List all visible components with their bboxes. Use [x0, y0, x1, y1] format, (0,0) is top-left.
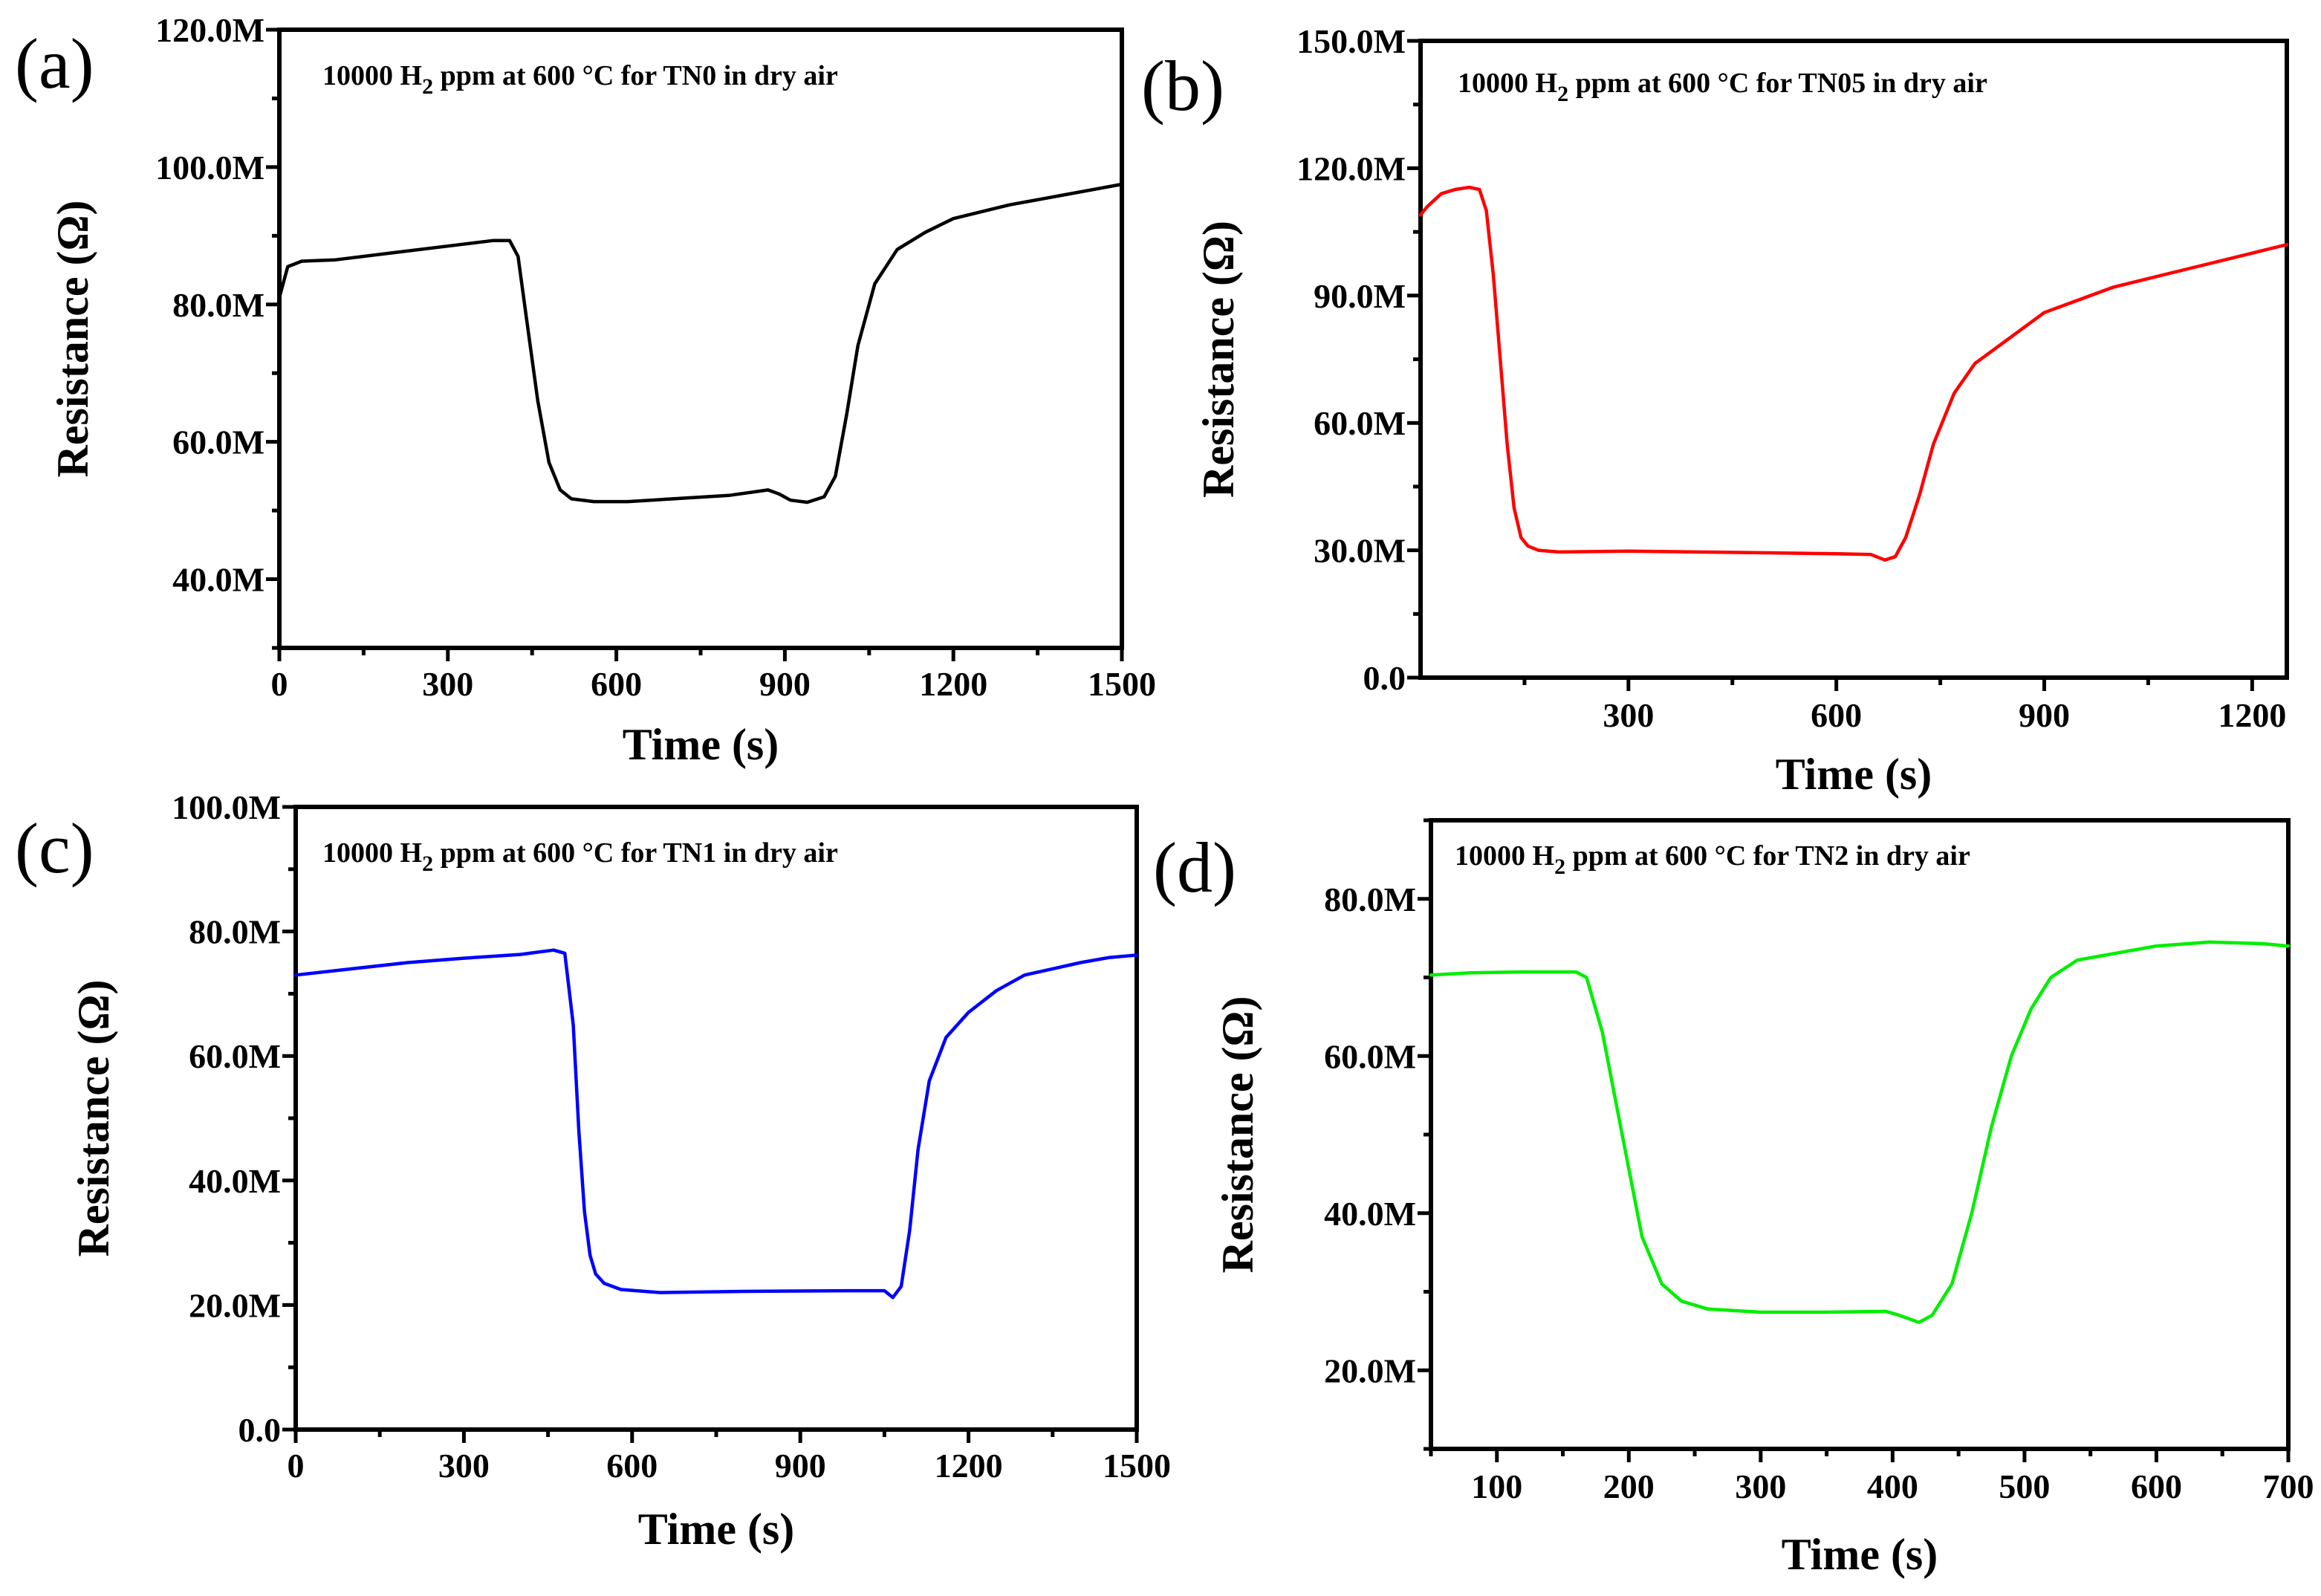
x-tick-label: 500	[1999, 1467, 2050, 1505]
panel-d: 100 200 300 400 500 600 700 20.0M 40.0M 60.0M 80.0…	[1153, 818, 2314, 1579]
y-tick-label: 60.0M	[1314, 404, 1406, 442]
x-tick-label: 600	[591, 665, 642, 703]
y-axis-title: Resistance (Ω)	[1213, 996, 1262, 1274]
x-tick-label: 0	[271, 665, 288, 703]
y-tick-label: 0.0	[1363, 659, 1406, 697]
x-axis-title: Time (s)	[1782, 1530, 1938, 1579]
x-tick-label: 600	[606, 1447, 658, 1485]
y-tick-label: 150.0M	[1296, 22, 1406, 60]
y-tick-label: 30.0M	[1314, 532, 1406, 570]
x-axis-title: Time (s)	[623, 720, 779, 769]
y-tick-label: 120.0M	[1296, 149, 1406, 187]
x-tick-label: 300	[1735, 1467, 1786, 1505]
panel-b: 300 600 900 1200 0.0 30.0M 60.0M 90.0M 120.0M 150…	[1141, 22, 2289, 799]
y-axis-title: Resistance (Ω)	[1194, 221, 1243, 498]
x-tick-label: 1500	[1103, 1447, 1171, 1485]
plot-frame	[277, 27, 1124, 650]
y-tick-label: 20.0M	[189, 1286, 281, 1324]
y-tick-label: 40.0M	[1324, 1195, 1416, 1233]
x-tick-label: 300	[438, 1447, 490, 1485]
y-tick-label: 80.0M	[189, 913, 281, 951]
condition-annotation: 10000 H2 ppm at 600 °C for TN0 in dry ai…	[322, 60, 838, 99]
x-tick-label: 400	[1867, 1467, 1918, 1505]
x-tick-label: 200	[1603, 1467, 1655, 1505]
x-tick-label: 900	[775, 1447, 826, 1485]
y-tick-label: 60.0M	[172, 424, 264, 461]
series-line-tn0	[277, 182, 1124, 505]
panel-a: 0 300 600 900 1200 1500 40.0M 60.0M 80.0M 100.0M 1…	[15, 11, 1156, 769]
series-line-tn05	[1418, 185, 2289, 562]
y-tick-label: 100.0M	[155, 149, 264, 186]
plot-frame	[1429, 818, 2291, 1451]
condition-annotation: 10000 H2 ppm at 600 °C for TN05 in dry a…	[1458, 68, 1987, 106]
y-tick-label: 120.0M	[155, 11, 264, 49]
x-axis-title: Time (s)	[638, 1505, 795, 1554]
x-tick-label: 0	[288, 1447, 305, 1485]
y-tick-label: 60.0M	[1324, 1037, 1416, 1075]
series-line-tn2	[1429, 940, 2291, 1324]
series-line-tn1	[293, 948, 1139, 1300]
y-tick-label: 60.0M	[189, 1037, 281, 1075]
panel-label: (d)	[1153, 828, 1236, 907]
condition-annotation: 10000 H2 ppm at 600 °C for TN1 in dry ai…	[322, 837, 838, 876]
x-tick-label: 300	[422, 665, 473, 703]
y-tick-label: 40.0M	[172, 561, 264, 599]
plot-frame	[293, 805, 1139, 1432]
y-tick-label: 0.0	[238, 1411, 282, 1449]
x-tick-label: 1200	[919, 665, 987, 703]
x-tick-label: 300	[1603, 696, 1654, 734]
y-tick-label: 100.0M	[172, 788, 281, 826]
condition-annotation: 10000 H2 ppm at 600 °C for TN2 in dry ai…	[1455, 840, 1970, 879]
x-tick-label: 600	[2131, 1467, 2182, 1505]
x-axis-title: Time (s)	[1776, 750, 1932, 799]
plot-frame	[1418, 39, 2289, 680]
x-tick-label: 900	[2019, 696, 2070, 734]
panel-label: (a)	[15, 24, 94, 103]
panel-c: 0 300 600 900 1200 1500 0.0 20.0M 40.0M 60.0M 80.0…	[15, 788, 1171, 1554]
y-tick-label: 20.0M	[1324, 1352, 1416, 1389]
x-tick-label: 900	[759, 665, 811, 703]
x-tick-label: 1200	[935, 1447, 1003, 1485]
x-tick-label: 1500	[1088, 665, 1156, 703]
x-tick-label: 600	[1811, 696, 1862, 734]
y-tick-label: 40.0M	[189, 1162, 281, 1200]
x-tick-label: 1200	[2218, 696, 2286, 734]
x-tick-label: 100	[1471, 1467, 1522, 1505]
y-tick-label: 80.0M	[1324, 880, 1416, 918]
x-tick-label: 700	[2263, 1467, 2314, 1505]
panel-label: (c)	[15, 808, 94, 888]
y-tick-label: 90.0M	[1314, 277, 1406, 315]
y-axis-title: Resistance (Ω)	[48, 201, 97, 478]
y-axis-title: Resistance (Ω)	[69, 980, 118, 1257]
panel-label: (b)	[1141, 46, 1224, 126]
y-tick-label: 80.0M	[172, 286, 264, 324]
